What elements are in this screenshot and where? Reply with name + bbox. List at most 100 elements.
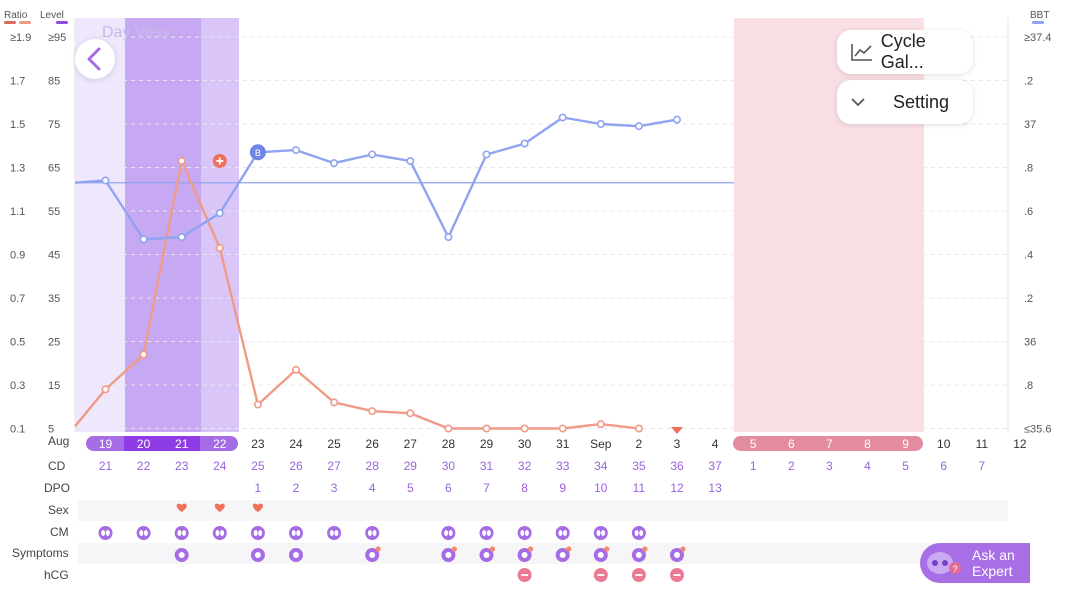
dpo-value: 7: [483, 481, 490, 495]
ratio-tick-label: 0.5: [10, 337, 25, 349]
date-label: 31: [556, 437, 570, 451]
ask-expert-button[interactable]: ? Ask an Expert: [920, 543, 1030, 583]
symptom-badge: [375, 546, 381, 552]
date-label: 9: [902, 437, 909, 451]
back-button[interactable]: [75, 39, 115, 79]
cycle-gallery-button[interactable]: Cycle Gal...: [837, 30, 973, 74]
cm-icon-detail: [101, 530, 106, 536]
cd-value: 34: [594, 459, 608, 473]
bbt-series-point: [444, 233, 453, 242]
symptoms-row-label: Symptoms: [12, 546, 69, 560]
ratio-series-point: [177, 156, 186, 165]
bbt-tick-label: .8: [1024, 163, 1033, 175]
cm-icon-detail: [448, 530, 453, 536]
cd-value: 28: [366, 459, 380, 473]
cd-value: 23: [175, 459, 189, 473]
symptom-icon-detail: [674, 552, 680, 558]
bbt-series-point: [558, 113, 567, 122]
dpo-value: 3: [331, 481, 338, 495]
level-tick-label: 75: [48, 119, 60, 131]
bbt-tick-label: .8: [1024, 380, 1033, 392]
setting-button[interactable]: Setting: [837, 80, 973, 124]
ratio-legend-swatch: [4, 21, 16, 24]
cm-icon-detail: [182, 530, 186, 536]
ratio-tick-label: 0.9: [10, 250, 25, 262]
chevron-down-icon: [851, 98, 865, 107]
date-label: Sep: [590, 437, 612, 451]
cm-icon-detail: [296, 530, 301, 536]
cd-value: 25: [251, 459, 265, 473]
ratio-series-point: [139, 350, 148, 359]
date-label: 30: [518, 437, 532, 451]
level-tick-label: 5: [48, 424, 54, 436]
bbt-tick-label: 37: [1024, 119, 1036, 131]
cm-icon: [365, 526, 380, 540]
date-pill-period: [733, 436, 923, 451]
symptom-icon-detail: [178, 552, 185, 558]
cm-icon-detail: [444, 530, 449, 536]
cm-icon-detail: [220, 530, 225, 536]
cd-value: 1: [750, 459, 757, 473]
cd-value: 7: [978, 459, 985, 473]
cm-icon-detail: [601, 530, 606, 536]
ratio-tick-label: ≥1.9: [10, 32, 31, 44]
cm-icon-detail: [596, 530, 601, 536]
bbt-tick-label: .6: [1024, 206, 1033, 218]
symptom-badge: [604, 546, 610, 552]
cd-value: 36: [670, 459, 684, 473]
cm-icon: [98, 526, 113, 540]
cm-icon-detail: [329, 530, 334, 536]
bbt-series-point: [215, 209, 224, 218]
sex-row-bg: [78, 500, 1008, 521]
heart-icon: [176, 503, 187, 512]
ratio-series-point: [215, 243, 224, 252]
cd-value: 6: [940, 459, 947, 473]
symptoms-row-bg: [78, 543, 1008, 564]
level-tick-label: 85: [48, 76, 60, 88]
dpo-value: 2: [293, 481, 300, 495]
level-tick-label: 15: [48, 380, 60, 392]
ratio-series-point: [558, 424, 567, 433]
dpo-value: 12: [670, 481, 684, 495]
dpo-value: 9: [559, 481, 566, 495]
dpo-value: 6: [445, 481, 452, 495]
ratio-series-point: [330, 398, 339, 407]
bbt-tick-label: ≤35.6: [1024, 424, 1051, 436]
symptom-icon-detail: [483, 552, 490, 558]
date-label: 7: [826, 437, 833, 451]
date-label: 23: [251, 437, 265, 451]
cm-icon-detail: [105, 530, 110, 536]
level-tick-label: 65: [48, 163, 60, 175]
date-label: 11: [976, 437, 989, 451]
dpo-row-label: DPO: [44, 481, 70, 495]
symptom-badge: [566, 546, 572, 552]
symptom-badge: [451, 546, 457, 552]
date-label: 3: [674, 437, 681, 451]
ratio-axis-title: Ratio: [4, 10, 28, 21]
bbt-series-point: [672, 115, 681, 124]
ratio-series: [74, 159, 640, 430]
ratio-series-point: [406, 409, 415, 418]
cd-value: 32: [518, 459, 532, 473]
symptom-icon-detail: [521, 552, 528, 558]
symptom-icon-detail: [369, 552, 376, 558]
heart-icon: [214, 503, 225, 512]
symptom-badge: [489, 546, 496, 552]
bbt-series-point: [482, 150, 491, 159]
cm-icon: [631, 526, 646, 540]
heart-icon: [252, 503, 263, 512]
cd-value: 3: [826, 459, 833, 473]
cd-value: 5: [902, 459, 909, 473]
level-tick-label: 35: [48, 293, 60, 305]
date-label: 6: [788, 437, 795, 451]
day-view-label: Day View: [102, 24, 170, 41]
b-marker: [249, 144, 266, 161]
date-label: 5: [750, 437, 757, 451]
cm-icon: [250, 526, 265, 540]
cm-icon: [441, 526, 456, 540]
sex-row-label: Sex: [48, 503, 69, 517]
cm-icon-detail: [291, 530, 296, 536]
cd-value: 22: [137, 459, 151, 473]
cd-value: 24: [213, 459, 227, 473]
cm-icon-detail: [367, 530, 372, 536]
